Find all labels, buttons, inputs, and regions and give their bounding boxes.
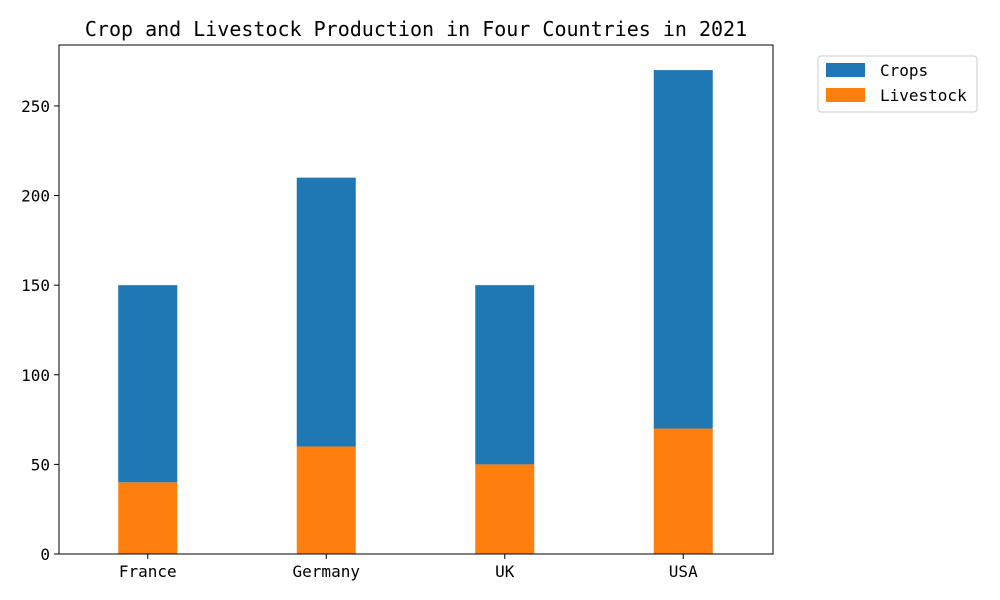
y-tick-label: 150 [21, 276, 50, 295]
bar-livestock-uk [475, 464, 535, 554]
y-tick-label: 100 [21, 366, 50, 385]
bar-crops-germany [296, 177, 356, 447]
bar-livestock-france [118, 482, 178, 554]
legend-swatch-crops [826, 63, 865, 77]
axes-group: 0 50 100 150 200 250 France Germany UK USA [21, 44, 774, 581]
chart-title: Crop and Livestock Production in Four Co… [85, 17, 747, 41]
y-tick-label: 50 [31, 455, 50, 474]
legend-swatch-livestock [826, 88, 865, 102]
y-tick-label: 0 [40, 545, 50, 564]
plot-frame [58, 44, 774, 555]
x-tick-label: USA [669, 562, 698, 581]
x-tick-label: Germany [293, 562, 361, 581]
legend-label-crops: Crops [880, 61, 928, 80]
legend: Crops Livestock [817, 55, 978, 113]
bar-crops-france [118, 285, 178, 483]
bar-livestock-usa [653, 428, 713, 554]
bar-crops-usa [653, 70, 713, 429]
x-tick-label: UK [495, 562, 515, 581]
y-tick-label: 200 [21, 187, 50, 206]
y-tick-label: 250 [21, 97, 50, 116]
bar-crops-uk [475, 285, 535, 465]
bar-livestock-germany [296, 446, 356, 554]
legend-label-livestock: Livestock [880, 86, 967, 105]
x-tick-label: France [119, 562, 177, 581]
bars-group [118, 70, 713, 554]
